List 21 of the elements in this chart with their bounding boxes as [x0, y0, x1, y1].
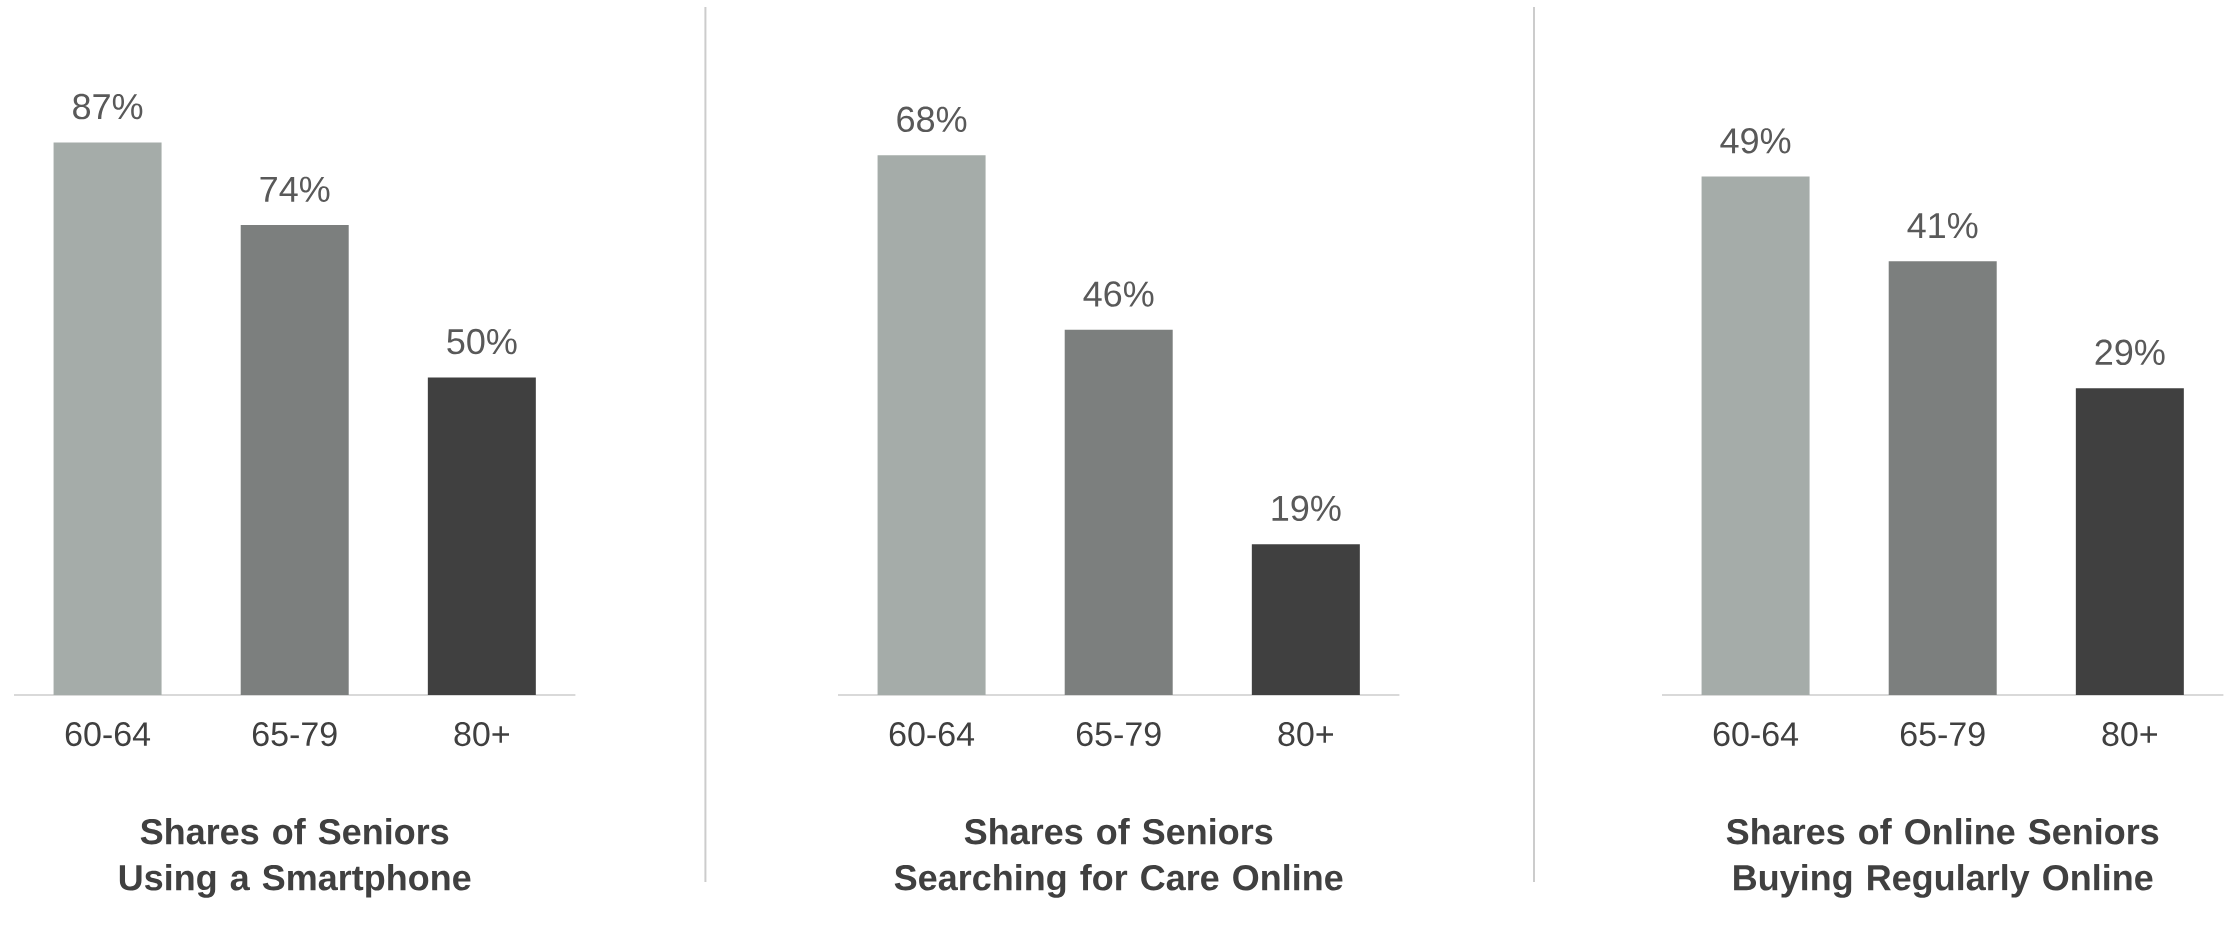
- x-tick-label: 80+: [2102, 722, 2157, 747]
- x-tick-label: 60-64: [65, 722, 151, 747]
- x-tick-label: 60-64: [1713, 722, 1799, 747]
- x-tick-label: 65-79: [1076, 722, 1161, 747]
- x-tick-label: 60-64: [889, 722, 975, 747]
- data-label: 50%: [447, 328, 517, 355]
- data-label: 87%: [73, 93, 143, 120]
- text: Shares of Online Seniors Buying Regularly Online: [1726, 818, 2159, 898]
- x-tick-label: 80+: [454, 722, 509, 747]
- data-label: 46%: [1083, 281, 1154, 307]
- text: Shares of Seniors Searching for Care Online: [894, 818, 1343, 898]
- data-label: 68%: [897, 106, 967, 133]
- data-label: 41%: [1907, 212, 1978, 239]
- data-label: 29%: [2095, 339, 2165, 366]
- text: Shares of Seniors Using a Smartphone: [119, 818, 471, 898]
- x-tick-label: 65-79: [1900, 722, 1985, 747]
- x-tick-label: 65-79: [252, 722, 337, 747]
- x-tick-label: 80+: [1278, 722, 1333, 747]
- data-label: 49%: [1720, 128, 1791, 154]
- data-label: 74%: [260, 176, 330, 202]
- data-label: 19%: [1272, 495, 1341, 522]
